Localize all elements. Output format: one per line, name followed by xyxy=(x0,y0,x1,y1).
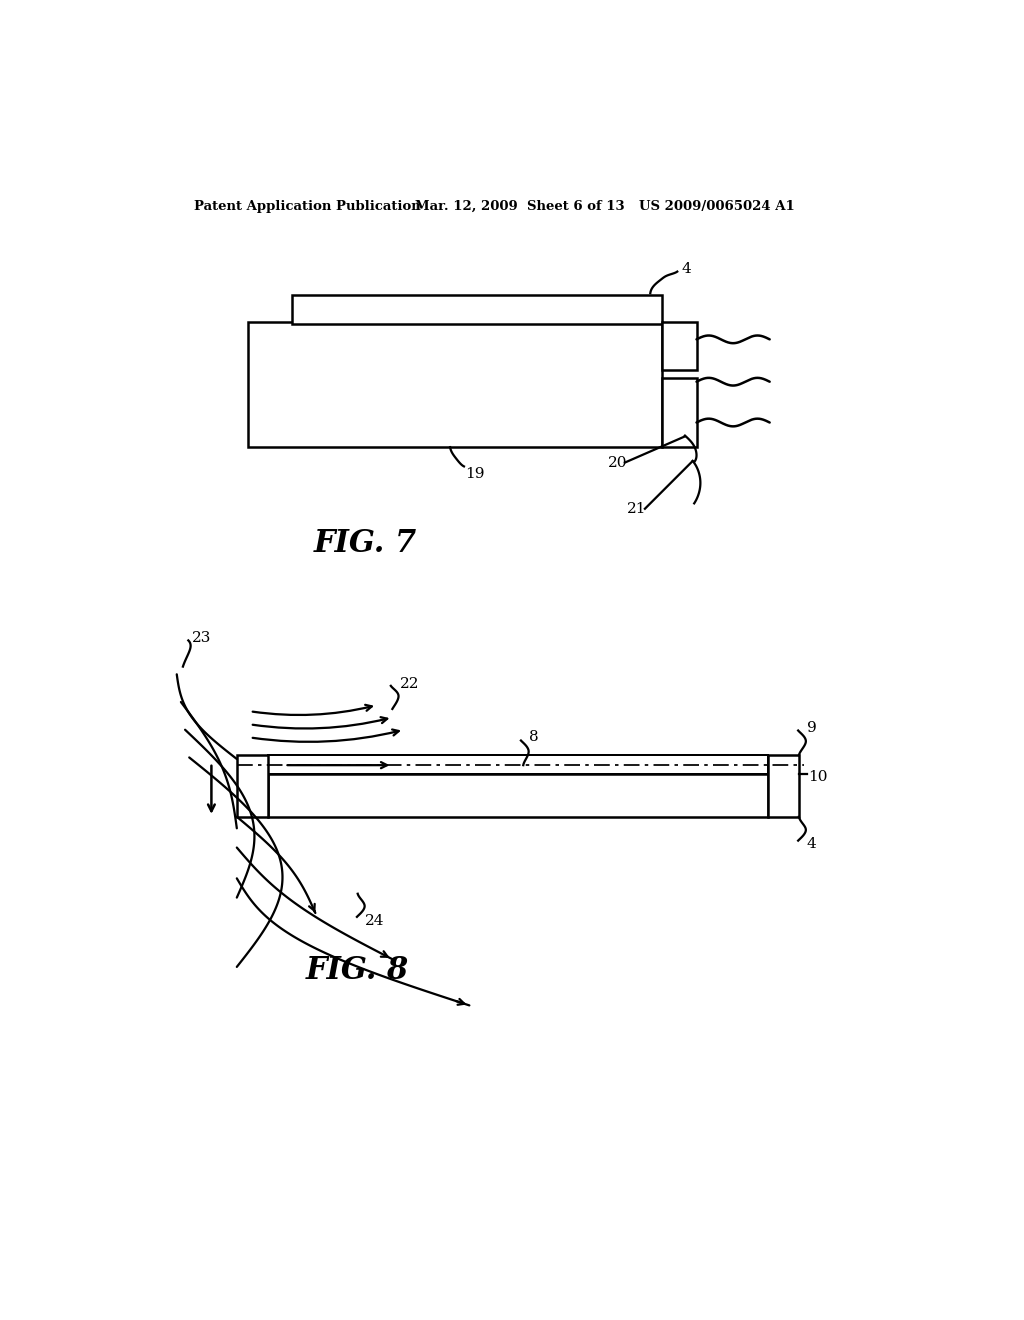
Text: 4: 4 xyxy=(682,261,691,276)
Bar xyxy=(237,755,267,817)
Text: 10: 10 xyxy=(808,770,827,784)
Bar xyxy=(768,755,799,817)
Text: Mar. 12, 2009  Sheet 6 of 13: Mar. 12, 2009 Sheet 6 of 13 xyxy=(416,199,625,213)
Text: 8: 8 xyxy=(529,730,539,744)
Text: US 2009/0065024 A1: US 2009/0065024 A1 xyxy=(639,199,795,213)
Text: 4: 4 xyxy=(807,837,816,850)
Text: 23: 23 xyxy=(193,631,212,645)
Bar xyxy=(267,775,768,817)
Text: 21: 21 xyxy=(628,502,647,516)
Text: 24: 24 xyxy=(366,913,385,928)
Bar xyxy=(662,378,696,447)
Bar xyxy=(662,322,696,370)
Bar xyxy=(292,296,662,323)
Text: 20: 20 xyxy=(608,455,628,470)
Text: Patent Application Publication: Patent Application Publication xyxy=(195,199,421,213)
Text: 9: 9 xyxy=(807,721,816,735)
Text: 22: 22 xyxy=(400,677,420,690)
Bar xyxy=(248,322,662,447)
Text: 19: 19 xyxy=(466,467,485,480)
Bar xyxy=(267,755,768,775)
Text: FIG. 7: FIG. 7 xyxy=(313,528,417,558)
Text: FIG. 8: FIG. 8 xyxy=(306,956,410,986)
